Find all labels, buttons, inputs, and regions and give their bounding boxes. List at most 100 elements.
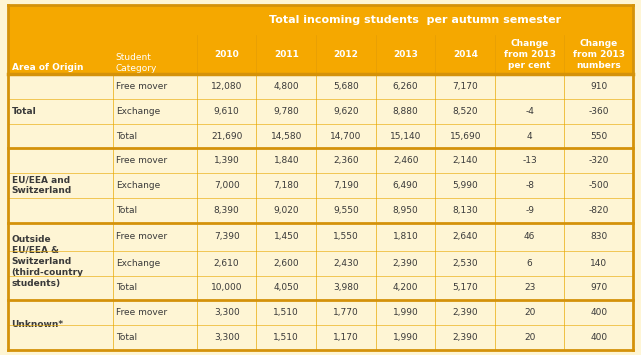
Text: Total: Total (116, 283, 137, 293)
Text: Total: Total (116, 333, 137, 342)
Text: 8,390: 8,390 (214, 206, 240, 215)
Text: 7,190: 7,190 (333, 181, 359, 190)
Text: 1,990: 1,990 (393, 308, 419, 317)
Text: 400: 400 (590, 333, 607, 342)
Text: 2,460: 2,460 (393, 156, 419, 165)
Text: 2,360: 2,360 (333, 156, 359, 165)
Bar (8, 74, 633, 99)
Text: 2014: 2014 (453, 50, 478, 59)
Text: 2010: 2010 (214, 50, 239, 59)
Text: Change
from 2013
numbers: Change from 2013 numbers (573, 39, 625, 70)
Text: 3,980: 3,980 (333, 283, 359, 293)
Text: 46: 46 (524, 232, 535, 241)
Text: 6,490: 6,490 (393, 181, 419, 190)
Text: 2,610: 2,610 (214, 259, 240, 268)
Text: 7,000: 7,000 (214, 181, 240, 190)
Text: -8: -8 (525, 181, 534, 190)
Text: 1,390: 1,390 (214, 156, 240, 165)
Bar (8, 325, 633, 350)
Text: 9,020: 9,020 (274, 206, 299, 215)
Text: Free mover: Free mover (116, 156, 167, 165)
Text: 550: 550 (590, 131, 608, 141)
Text: 1,510: 1,510 (274, 333, 299, 342)
Text: Total: Total (116, 206, 137, 215)
Text: Total: Total (12, 107, 37, 116)
Text: 5,170: 5,170 (453, 283, 478, 293)
Text: 20: 20 (524, 308, 535, 317)
Text: 6,260: 6,260 (393, 82, 419, 91)
Text: -9: -9 (525, 206, 534, 215)
Text: 8,130: 8,130 (453, 206, 478, 215)
Bar (8, 275, 633, 300)
Text: 23: 23 (524, 283, 535, 293)
Text: EU/EEA and
Switzerland: EU/EEA and Switzerland (12, 175, 72, 196)
Text: Free mover: Free mover (116, 232, 167, 241)
Bar (8, 5, 633, 74)
Text: Exchange: Exchange (116, 107, 160, 116)
Text: -13: -13 (522, 156, 537, 165)
Text: -500: -500 (588, 181, 609, 190)
Text: 2,140: 2,140 (453, 156, 478, 165)
Text: 4,800: 4,800 (274, 82, 299, 91)
Text: Unknown*: Unknown* (12, 321, 63, 329)
Text: -320: -320 (588, 156, 609, 165)
Text: 20: 20 (524, 333, 535, 342)
Text: 7,170: 7,170 (453, 82, 478, 91)
Text: 3,300: 3,300 (214, 308, 240, 317)
Text: 1,990: 1,990 (393, 333, 419, 342)
Text: 2,640: 2,640 (453, 232, 478, 241)
Text: 2,390: 2,390 (453, 333, 478, 342)
Bar (8, 251, 633, 275)
Text: 2013: 2013 (393, 50, 418, 59)
Text: 970: 970 (590, 283, 608, 293)
Text: 6: 6 (527, 259, 533, 268)
Text: 4,200: 4,200 (393, 283, 419, 293)
Text: -360: -360 (588, 107, 609, 116)
Text: 9,610: 9,610 (214, 107, 240, 116)
Text: 1,810: 1,810 (393, 232, 419, 241)
Text: Free mover: Free mover (116, 308, 167, 317)
Text: 910: 910 (590, 82, 608, 91)
Text: 10,000: 10,000 (211, 283, 242, 293)
Text: Free mover: Free mover (116, 82, 167, 91)
Text: 4,050: 4,050 (274, 283, 299, 293)
Text: 15,140: 15,140 (390, 131, 421, 141)
Text: 1,550: 1,550 (333, 232, 359, 241)
Bar (8, 173, 633, 198)
Text: 7,390: 7,390 (214, 232, 240, 241)
Text: 830: 830 (590, 232, 608, 241)
Text: 14,700: 14,700 (330, 131, 362, 141)
Text: 9,780: 9,780 (274, 107, 299, 116)
Text: 2,390: 2,390 (453, 308, 478, 317)
Text: -4: -4 (525, 107, 534, 116)
Bar (8, 148, 633, 173)
Text: Exchange: Exchange (116, 181, 160, 190)
Text: 8,950: 8,950 (393, 206, 419, 215)
Text: 5,680: 5,680 (333, 82, 359, 91)
Text: Area of Origin: Area of Origin (12, 63, 83, 72)
Text: -820: -820 (588, 206, 609, 215)
Text: Exchange: Exchange (116, 259, 160, 268)
Text: Outside
EU/EEA &
Switzerland
(third-country
students): Outside EU/EEA & Switzerland (third-coun… (12, 235, 83, 288)
Text: 8,520: 8,520 (453, 107, 478, 116)
Bar (8, 300, 633, 325)
Text: 14,580: 14,580 (271, 131, 302, 141)
Text: 140: 140 (590, 259, 607, 268)
Text: 9,620: 9,620 (333, 107, 359, 116)
Text: 1,770: 1,770 (333, 308, 359, 317)
Text: Total incoming students  per autumn semester: Total incoming students per autumn semes… (269, 15, 561, 25)
Text: 3,300: 3,300 (214, 333, 240, 342)
Text: 1,170: 1,170 (333, 333, 359, 342)
Text: 7,180: 7,180 (274, 181, 299, 190)
Text: 8,880: 8,880 (393, 107, 419, 116)
Text: 2,430: 2,430 (333, 259, 359, 268)
Text: 400: 400 (590, 308, 607, 317)
Text: 9,550: 9,550 (333, 206, 359, 215)
Text: 15,690: 15,690 (449, 131, 481, 141)
Text: Student
Category: Student Category (116, 53, 157, 73)
Text: 2,600: 2,600 (274, 259, 299, 268)
Text: 12,080: 12,080 (211, 82, 242, 91)
Text: 2011: 2011 (274, 50, 299, 59)
Text: Change
from 2013
per cent: Change from 2013 per cent (504, 39, 556, 70)
Bar (8, 124, 633, 148)
